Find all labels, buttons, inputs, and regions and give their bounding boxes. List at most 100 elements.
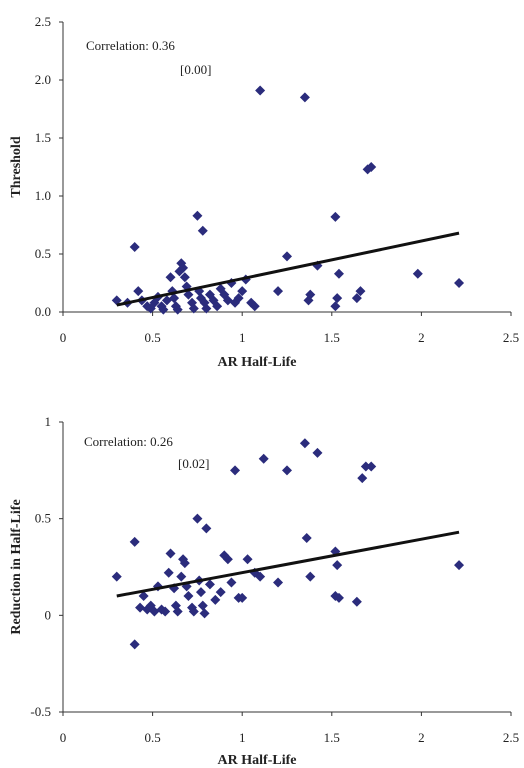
chart2-y-axis-label: Reduction in Half-Life [9, 499, 24, 634]
chart2-data-point [111, 571, 122, 582]
chart1-y-tick-label: 1.0 [35, 188, 51, 203]
chart2-data-point [172, 606, 183, 617]
chart2-data-point [149, 606, 160, 617]
chart1-data-point [178, 262, 189, 273]
chart1-y-tick-label: 2.0 [35, 72, 51, 87]
chart2-data-point [204, 579, 215, 590]
chart1-data-point [129, 242, 140, 253]
chart2-data-point [183, 591, 194, 601]
chart2-data-point [312, 447, 323, 458]
chart2-data-point [301, 533, 312, 543]
chart1-data-point [355, 286, 366, 297]
chart1-data-point [237, 286, 248, 297]
chart2-data-point [179, 558, 190, 569]
chart1-x-tick-label: 2 [418, 330, 425, 345]
chart1-x-tick-label: 1 [239, 330, 246, 345]
chart1-data-point [366, 162, 377, 172]
chart1-data-point [133, 286, 144, 297]
chart1-x-tick-label: 2.5 [503, 330, 519, 345]
chart2-data-point [366, 461, 377, 472]
chart2-data-point [215, 587, 226, 598]
chart1-data-point [212, 301, 223, 312]
chart1-data-point [111, 295, 122, 306]
chart2-data-point [226, 577, 237, 588]
chart1-data-point [158, 304, 169, 315]
chart2-y-tick-label: -0.5 [30, 704, 51, 719]
chart1-p-value-label: [0.00] [180, 62, 211, 77]
chart1-data-point [412, 268, 423, 279]
chart1-data-point [332, 293, 343, 304]
chart2-x-tick-label: 1.5 [324, 730, 340, 745]
chart2-data-point [192, 513, 203, 524]
chart2-x-tick-label: 1 [239, 730, 246, 745]
chart2-data-point [176, 571, 187, 582]
chart1-y-axis-label: Threshold [9, 136, 24, 197]
chart1-x-axis-label: AR Half-Life [218, 355, 297, 370]
chart2-data-point [165, 548, 176, 559]
chart1-data-point [183, 289, 194, 300]
chart2-data-point [138, 591, 149, 601]
chart2-data-point [199, 608, 210, 619]
chart1-data-point [179, 272, 190, 283]
chart1-y-tick-label: 1.5 [35, 130, 51, 145]
chart2-x-tick-label: 0.5 [144, 730, 160, 745]
chart2-data-point [129, 639, 140, 650]
chart2-data-point [357, 473, 368, 484]
chart2-data-point [197, 600, 208, 611]
chart1-data-point [188, 303, 199, 314]
chart2-data-point [273, 577, 284, 588]
chart2-x-tick-label: 0 [60, 730, 67, 745]
chart2-y-tick-label: 0.5 [35, 511, 51, 526]
chart2-correlation-label: Correlation: 0.26 [84, 434, 173, 449]
chart1-data-point [197, 225, 208, 236]
chart1-data-point [454, 278, 465, 288]
chart2-data-point [351, 596, 362, 607]
chart2-fit-line [116, 530, 460, 598]
chart2-y-tick-label: 0 [45, 607, 52, 622]
chart1-x-tick-label: 0 [60, 330, 67, 345]
chart1-data-point [273, 286, 284, 297]
chart1-y-tick-label: 0.5 [35, 246, 51, 261]
chart2-p-value-label: [0.02] [178, 456, 209, 471]
chart2-data-point [258, 453, 269, 464]
chart2-data-point [454, 560, 465, 571]
chart1-data-point [249, 301, 260, 312]
chart1-data-point [282, 251, 292, 262]
chart2-data-point [135, 602, 146, 613]
chart2-data-point [305, 571, 316, 582]
chart1-x-tick-label: 0.5 [144, 330, 160, 345]
chart2-data-point [282, 465, 292, 476]
chart2-data-point [160, 606, 171, 617]
chart1-data-point [299, 92, 310, 103]
chart1-y-tick-label: 0.0 [35, 304, 51, 319]
chart1-fit-line [116, 231, 460, 307]
chart2-data-point [129, 536, 140, 547]
chart2-data-point [222, 554, 233, 565]
chart2-data-point [230, 465, 241, 476]
chart2-data-point [242, 554, 253, 565]
chart1-data-point [172, 304, 183, 315]
chart2-data-point [195, 587, 206, 598]
chart2-x-tick-label: 2.5 [503, 730, 519, 745]
chart1-data-point [201, 303, 212, 314]
chart2-data-point [332, 560, 343, 571]
chart1-data-point [333, 268, 344, 279]
chart2-x-tick-label: 2 [418, 730, 425, 745]
chart2-data-point [188, 606, 199, 617]
chart2-data-point [210, 594, 221, 605]
chart1-data-point [330, 301, 341, 312]
chart1-x-tick-label: 1.5 [324, 330, 340, 345]
chart2-data-point [333, 592, 344, 603]
chart2-data-point [255, 571, 266, 582]
chart1-data-point [330, 211, 341, 222]
chart1-data-point [192, 210, 203, 221]
chart1-data-point [165, 272, 176, 283]
chart2-y-tick-label: 1 [45, 414, 52, 429]
chart1-data-point [255, 85, 266, 96]
chart1-data-point [169, 293, 180, 304]
chart1-y-tick-label: 2.5 [35, 14, 51, 29]
chart2-data-point [237, 592, 248, 603]
chart2-data-point [201, 523, 212, 534]
chart2-data-point [299, 438, 310, 449]
